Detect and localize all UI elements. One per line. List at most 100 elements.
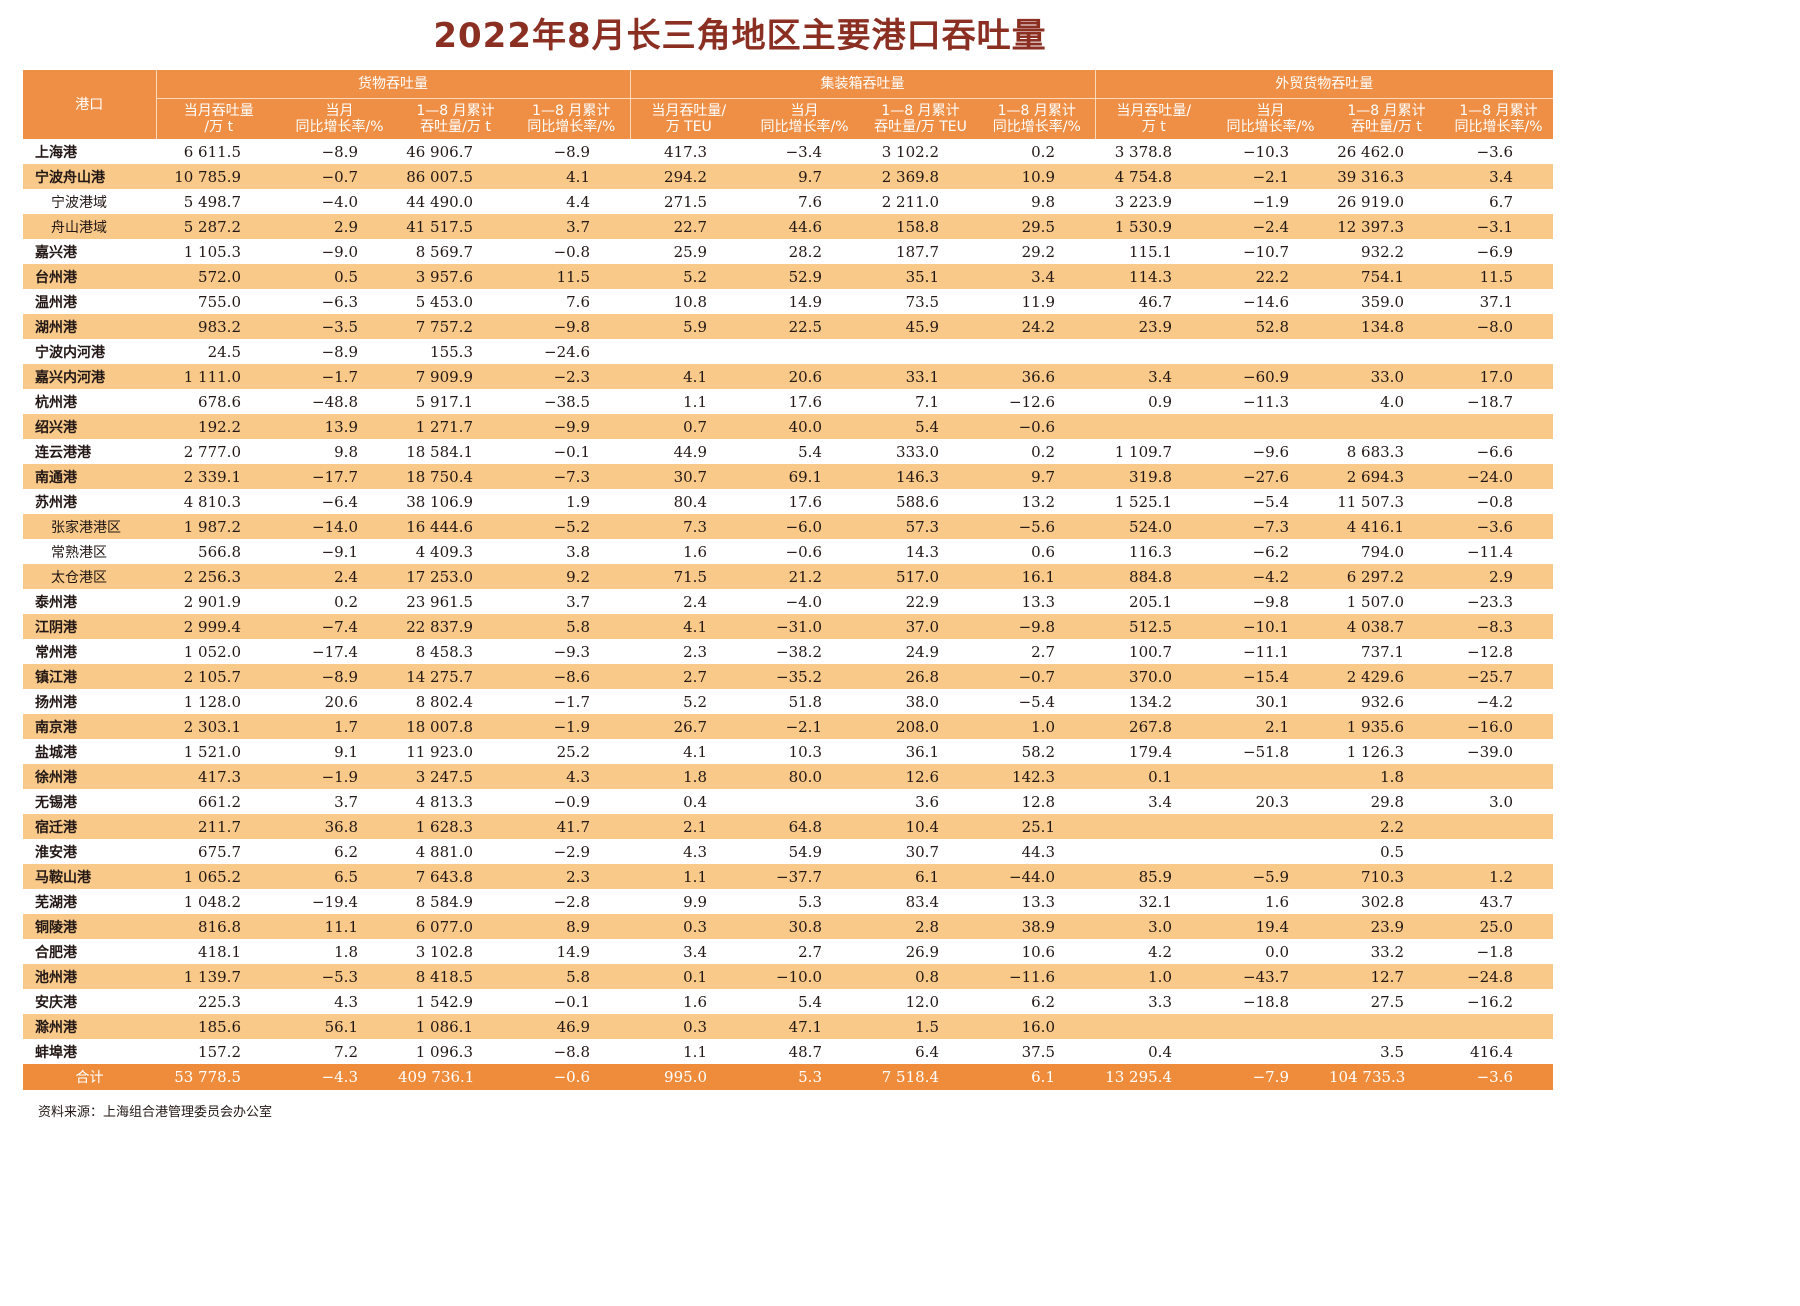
value-cell: 1.7	[281, 714, 398, 739]
value-cell	[1444, 1014, 1553, 1039]
value-cell: 1.0	[1095, 964, 1212, 989]
value-cell: 12.7	[1329, 964, 1444, 989]
value-cell: 7.1	[862, 389, 979, 414]
value-cell: 7 909.9	[398, 364, 513, 389]
table-row: 安庆港 225.3 4.3 1 542.9 −0.1 1.6 5.4 12.0 6.2 3.3 −1…	[23, 989, 1553, 1014]
value-cell: 134.8	[1329, 314, 1444, 339]
value-cell: 11.5	[1444, 264, 1553, 289]
value-cell: −8.8	[513, 1039, 630, 1064]
value-cell: 4.3	[281, 989, 398, 1014]
value-cell: −24.0	[1444, 464, 1553, 489]
value-cell	[1212, 839, 1329, 864]
value-cell: 267.8	[1095, 714, 1212, 739]
value-cell: 73.5	[862, 289, 979, 314]
value-cell: 0.7	[630, 414, 747, 439]
value-cell: −2.4	[1212, 214, 1329, 239]
value-cell: 41 517.5	[398, 214, 513, 239]
value-cell: 1 111.0	[156, 364, 281, 389]
value-cell: 4.4	[513, 189, 630, 214]
port-name-cell: 铜陵港	[23, 914, 156, 939]
value-cell: 44.6	[747, 214, 862, 239]
value-cell: 3 247.5	[398, 764, 513, 789]
table-row: 苏州港 4 810.3 −6.4 38 106.9 1.9 80.4 17.6 588.6 13…	[23, 489, 1553, 514]
value-cell: 1 935.6	[1329, 714, 1444, 739]
header-subcolumn-line: 万 t	[1141, 119, 1166, 135]
table-row: 南京港 2 303.1 1.7 18 007.8 −1.9 26.7 −2.1 208.0 1.…	[23, 714, 1553, 739]
value-cell: 2 339.1	[156, 464, 281, 489]
table-row: 台州港 572.0 0.5 3 957.6 11.5 5.2 52.9 35.1 3.4 114.…	[23, 264, 1553, 289]
value-cell: −43.7	[1212, 964, 1329, 989]
value-cell	[1095, 839, 1212, 864]
value-cell: −6.9	[1444, 239, 1553, 264]
value-cell: 40.0	[747, 414, 862, 439]
value-cell: −10.1	[1212, 614, 1329, 639]
value-cell: 18 584.1	[398, 439, 513, 464]
value-cell: 333.0	[862, 439, 979, 464]
value-cell	[1329, 414, 1444, 439]
table-row: 南通港 2 339.1 −17.7 18 750.4 −7.3 30.7 69.1 146.3…	[23, 464, 1553, 489]
value-cell: 16.0	[979, 1014, 1095, 1039]
value-cell: 5 453.0	[398, 289, 513, 314]
value-cell: −6.3	[281, 289, 398, 314]
header-subcolumn: 1—8 月累计 同比增长率/%	[1444, 98, 1553, 139]
table-body: 上海港 6 611.5 −8.9 46 906.7 −8.9 417.3 −3.4 3 102…	[23, 139, 1553, 1064]
value-cell: 23.9	[1329, 914, 1444, 939]
value-cell: 71.5	[630, 564, 747, 589]
port-name-cell: 绍兴港	[23, 414, 156, 439]
port-name-cell: 无锡港	[23, 789, 156, 814]
value-cell: 28.2	[747, 239, 862, 264]
value-cell: 1 530.9	[1095, 214, 1212, 239]
value-cell: 39 316.3	[1329, 164, 1444, 189]
value-cell: −16.0	[1444, 714, 1553, 739]
value-cell: 45.9	[862, 314, 979, 339]
value-cell: 3.0	[1444, 789, 1553, 814]
value-cell: 8 584.9	[398, 889, 513, 914]
value-cell: 2 777.0	[156, 439, 281, 464]
value-cell: 14 275.7	[398, 664, 513, 689]
value-cell: 2.7	[979, 639, 1095, 664]
value-cell: 30.7	[630, 464, 747, 489]
value-cell: 58.2	[979, 739, 1095, 764]
value-cell: 27.5	[1329, 989, 1444, 1014]
header-subcolumn-line: 吞吐量/万 t	[420, 119, 491, 135]
value-cell	[1444, 814, 1553, 839]
value-cell: 17.6	[747, 489, 862, 514]
value-cell: 2 429.6	[1329, 664, 1444, 689]
value-cell: 25.1	[979, 814, 1095, 839]
value-cell: 1 507.0	[1329, 589, 1444, 614]
value-cell: −3.1	[1444, 214, 1553, 239]
header-subcolumn: 当月吞吐量/万 t	[155, 98, 281, 139]
value-cell: 4 409.3	[398, 539, 513, 564]
total-label-cell: 合计	[23, 1064, 156, 1090]
value-cell: 1.9	[513, 489, 630, 514]
value-cell: 57.3	[862, 514, 979, 539]
value-cell: −9.3	[513, 639, 630, 664]
value-cell: 294.2	[630, 164, 747, 189]
value-cell: 14.3	[862, 539, 979, 564]
value-cell: 3.8	[513, 539, 630, 564]
value-cell: −48.8	[281, 389, 398, 414]
value-cell: 10.8	[630, 289, 747, 314]
value-cell: 33.2	[1329, 939, 1444, 964]
port-name-cell: 扬州港	[23, 689, 156, 714]
value-cell: 7.2	[281, 1039, 398, 1064]
value-cell: 211.7	[156, 814, 281, 839]
value-cell: 134.2	[1095, 689, 1212, 714]
header-subcolumn-line: 1—8 月累计	[1459, 103, 1538, 119]
value-cell: 32.1	[1095, 889, 1212, 914]
table-row: 盐城港 1 521.0 9.1 11 923.0 25.2 4.1 10.3 36.1 58.2…	[23, 739, 1553, 764]
value-cell: 932.2	[1329, 239, 1444, 264]
value-cell: 0.9	[1095, 389, 1212, 414]
value-cell: 4.1	[630, 739, 747, 764]
value-cell: 1.1	[630, 389, 747, 414]
value-cell: −31.0	[747, 614, 862, 639]
total-value-cell: 6.1	[979, 1064, 1095, 1090]
value-cell: 80.0	[747, 764, 862, 789]
value-cell: 5.8	[513, 964, 630, 989]
table-row: 镇江港 2 105.7 −8.9 14 275.7 −8.6 2.7 −35.2 26.8 −0…	[23, 664, 1553, 689]
total-value-cell: −3.6	[1444, 1064, 1553, 1090]
value-cell: 23 961.5	[398, 589, 513, 614]
value-cell: 44.9	[630, 439, 747, 464]
value-cell: 6 077.0	[398, 914, 513, 939]
value-cell: −8.9	[513, 139, 630, 164]
